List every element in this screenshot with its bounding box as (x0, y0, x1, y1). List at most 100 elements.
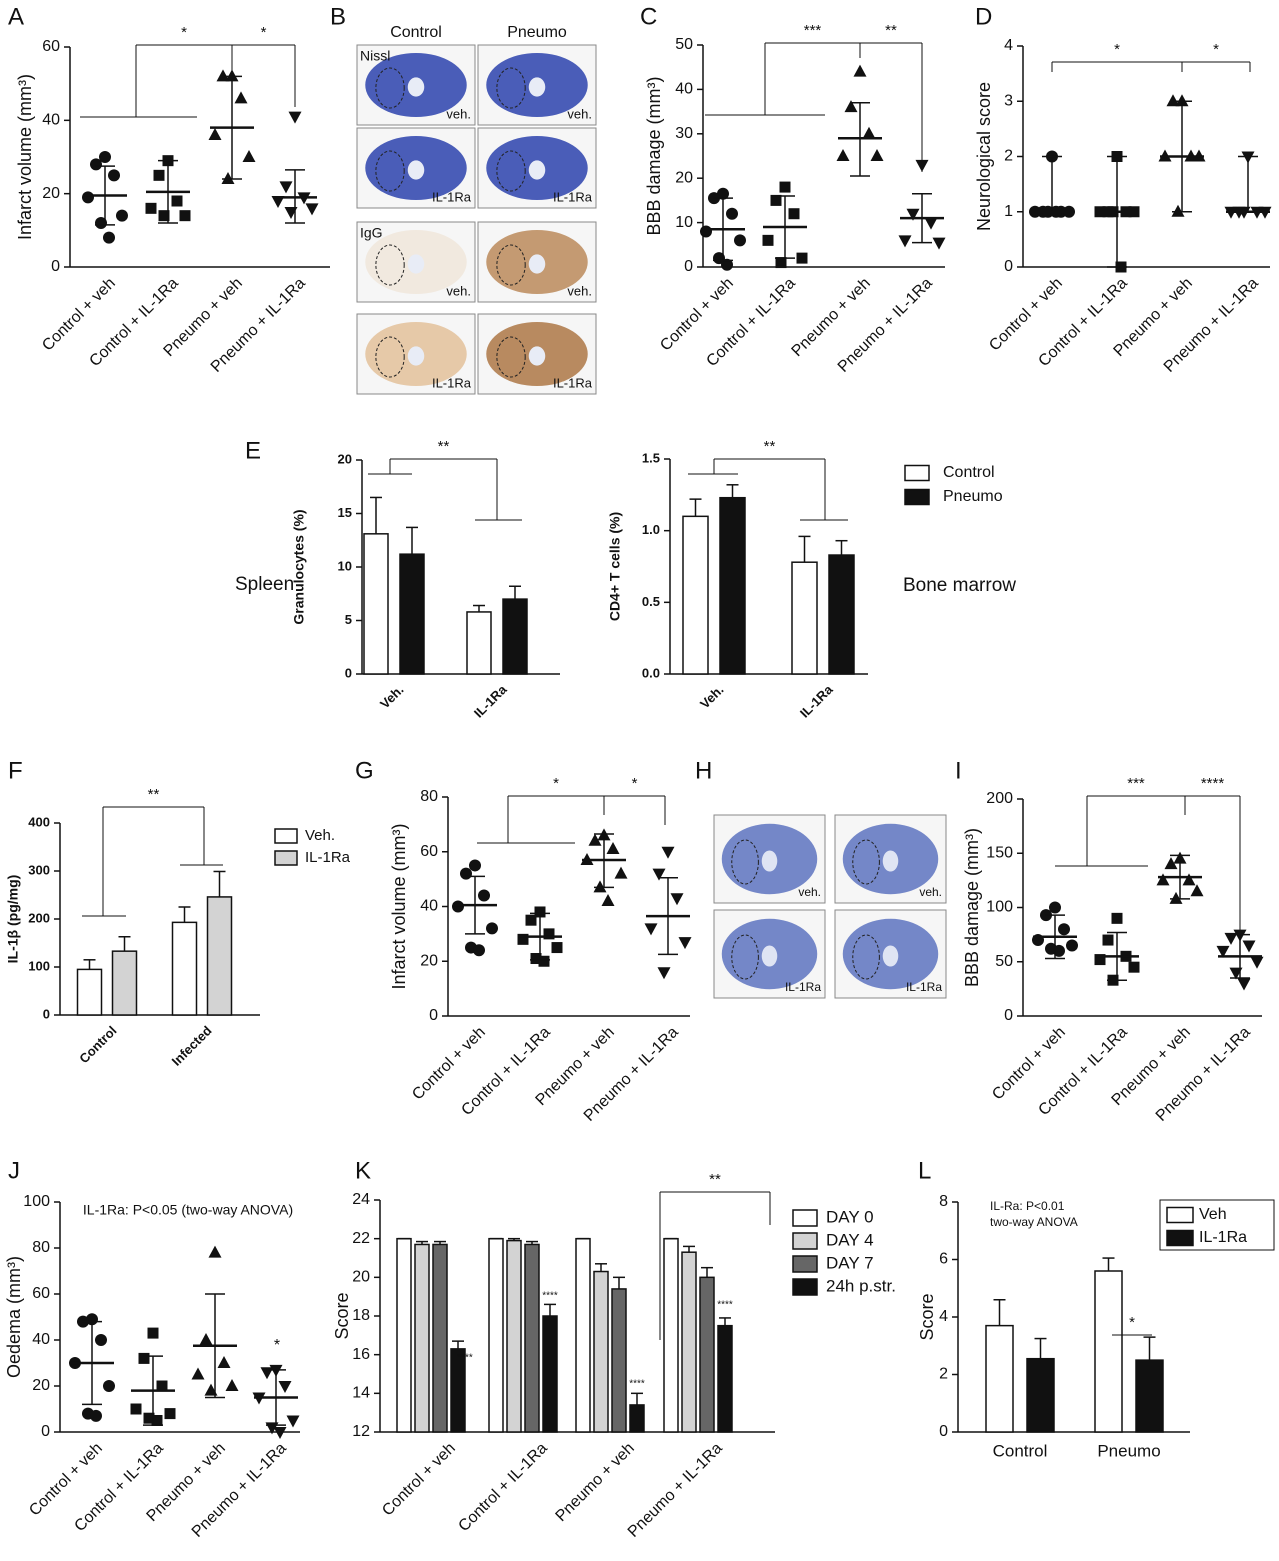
legend-label: Pneumo (943, 488, 1003, 505)
data-point (99, 151, 111, 163)
ventricle (528, 346, 546, 366)
data-point (452, 900, 464, 913)
ventricle (882, 945, 899, 967)
y-tick-label: 100 (28, 958, 50, 973)
ventricle (761, 850, 778, 872)
y-axis-label: Score (917, 1293, 937, 1340)
y-tick-label: 4 (939, 1308, 948, 1325)
data-point (90, 1409, 102, 1422)
data-point (153, 169, 165, 181)
y-tick-label: 0 (41, 1423, 50, 1440)
data-point (853, 64, 867, 77)
legend-label: DAY 0 (826, 1207, 874, 1226)
column-label: Pneumo (507, 24, 567, 41)
bar (396, 1237, 412, 1433)
data-point (1166, 94, 1180, 107)
annotation: two-way ANOVA (990, 1215, 1078, 1229)
lesion-outline (496, 336, 526, 378)
data-point (145, 202, 157, 214)
lesion-outline (375, 67, 405, 109)
data-point (932, 237, 946, 250)
data-point (788, 208, 800, 220)
legend-swatch (1166, 1229, 1194, 1247)
image-tag: IL-1Ra (553, 375, 593, 390)
bar (985, 1324, 1014, 1433)
data-point (870, 149, 884, 161)
legend-swatch (904, 488, 930, 506)
bar (1135, 1359, 1164, 1433)
data-point (1111, 912, 1123, 924)
data-point (279, 181, 293, 194)
y-tick-label: 14 (352, 1385, 370, 1402)
y-tick-label: 300 (28, 862, 50, 877)
panel-letter: J (8, 1157, 20, 1184)
y-axis-label: BBB damage (mm³) (644, 76, 664, 235)
x-tick-label: IL-1Ra (471, 681, 510, 720)
y-tick-label: 0 (43, 1006, 50, 1021)
legend-swatch (274, 850, 298, 866)
bar (682, 515, 709, 675)
data-point (260, 1367, 274, 1380)
bar (828, 554, 855, 675)
y-tick-label: 0 (684, 258, 693, 275)
data-point (1216, 945, 1230, 958)
y-tick-label: 200 (28, 910, 50, 925)
x-tick-label: Control (76, 1023, 119, 1066)
data-point (151, 1415, 163, 1426)
annotation: **** (457, 1353, 473, 1364)
data-point (242, 150, 256, 162)
data-point (147, 1327, 159, 1339)
data-point (221, 172, 235, 184)
bar (399, 553, 425, 675)
data-point (82, 191, 94, 204)
y-tick-label: 8 (939, 1193, 948, 1210)
data-point (734, 234, 746, 247)
bar (76, 968, 103, 1016)
significance: * (632, 775, 638, 792)
bar (171, 921, 198, 1016)
y-tick-label: 400 (28, 814, 50, 829)
data-point (278, 1381, 292, 1393)
y-tick-label: 0 (1004, 1007, 1013, 1024)
panel-letter: L (918, 1157, 931, 1184)
legend-swatch (1166, 1206, 1194, 1224)
y-tick-label: 1 (1004, 203, 1013, 220)
legend-label: Control (943, 464, 995, 481)
panel-letter: C (640, 3, 657, 30)
y-tick-label: 0.0 (642, 665, 660, 680)
data-point (726, 207, 738, 220)
y-tick-label: 1.0 (642, 522, 660, 537)
bar (681, 1251, 697, 1433)
y-axis-label: Oedema (mm³) (4, 1256, 24, 1378)
y-tick-label: 100 (986, 899, 1013, 916)
data-point (90, 158, 102, 171)
data-point (143, 1412, 155, 1424)
y-tick-label: 2 (1004, 148, 1013, 165)
panel-letter: G (355, 757, 374, 784)
data-point (469, 859, 481, 872)
panel-letter: B (330, 3, 346, 30)
data-point (1242, 940, 1256, 953)
panel-letter: I (955, 757, 962, 784)
y-tick-label: 80 (420, 788, 438, 805)
data-point (644, 923, 658, 936)
data-point (271, 196, 285, 208)
y-tick-label: 1.5 (642, 450, 660, 465)
lesion-outline (731, 934, 759, 980)
legend-label: DAY 4 (826, 1230, 874, 1249)
y-tick-label: 150 (986, 844, 1013, 861)
legend-swatch (274, 828, 298, 844)
bar (466, 611, 492, 675)
legend-swatch (792, 1278, 818, 1296)
annotation: IL-Ra: P<0.01 (990, 1199, 1065, 1213)
y-tick-label: 20 (42, 185, 60, 202)
data-point (721, 258, 733, 271)
data-point (1128, 961, 1140, 973)
data-point (478, 889, 490, 902)
bar (663, 1237, 679, 1433)
data-point (661, 846, 675, 859)
legend-label: IL-1Ra (1199, 1229, 1247, 1246)
data-point (593, 880, 607, 893)
bar (502, 598, 528, 675)
